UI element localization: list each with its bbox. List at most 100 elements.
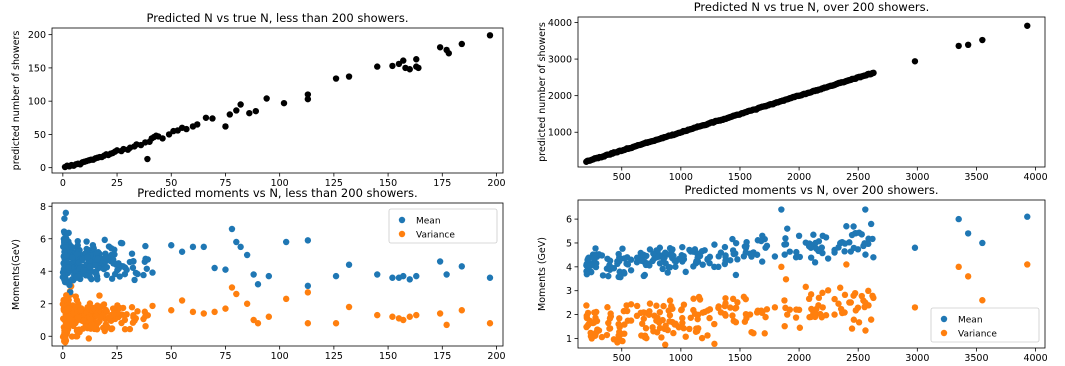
data-point-variance: [753, 309, 761, 316]
data-point-mean: [693, 258, 700, 265]
data-point-mean: [979, 239, 986, 247]
data-point-mean: [662, 249, 669, 256]
data-point-mean: [406, 276, 413, 283]
data-point-variance: [128, 304, 136, 311]
data-point-variance: [662, 322, 669, 329]
data-point-mean: [624, 261, 632, 268]
data-point-variance: [682, 333, 689, 340]
data-point-mean: [870, 254, 877, 261]
data-point-mean: [623, 254, 631, 261]
data-point-variance: [979, 297, 986, 304]
data-point: [226, 111, 233, 118]
data-point-mean: [83, 238, 90, 245]
x-tick-label: 3500: [964, 172, 988, 183]
data-point-mean: [103, 271, 111, 279]
chart-panel-moments-over-200: Predicted moments vs N, over 200 showers…: [537, 183, 1048, 364]
chart-title: Predicted N vs true N, over 200 showers.: [694, 0, 930, 14]
data-point-variance: [254, 320, 262, 327]
data-point: [252, 107, 260, 115]
data-point-variance: [819, 289, 826, 297]
data-point-variance: [761, 330, 768, 337]
data-point-mean: [90, 245, 97, 252]
data-point-variance: [400, 316, 407, 324]
data-point-mean: [94, 276, 101, 283]
data-point-variance: [784, 311, 791, 318]
data-point: [304, 95, 312, 103]
data-point-mean: [69, 253, 76, 261]
y-tick-label: 0: [40, 163, 46, 174]
data-point-mean: [132, 269, 140, 277]
data-point-mean: [662, 260, 669, 267]
data-point-variance: [911, 304, 919, 311]
data-point-mean: [690, 263, 697, 270]
data-point-variance: [795, 306, 803, 314]
data-point-variance: [633, 302, 641, 310]
data-point-mean: [94, 255, 101, 263]
data-point-mean: [621, 270, 628, 277]
data-point-variance: [819, 304, 826, 311]
data-point-variance: [670, 329, 677, 337]
data-point-mean: [304, 237, 312, 244]
data-point-variance: [656, 308, 664, 316]
data-point-mean: [698, 247, 706, 255]
data-point-variance: [964, 273, 972, 280]
data-point-variance: [822, 312, 830, 319]
data-point-mean: [61, 248, 68, 256]
data-point-mean: [114, 266, 121, 274]
data-point-mean: [60, 260, 67, 267]
data-point-variance: [815, 294, 823, 302]
data-point-mean: [646, 262, 653, 269]
data-point-variance: [103, 323, 111, 330]
data-point-mean: [795, 232, 803, 240]
data-point-variance: [84, 304, 91, 311]
legend-box: [930, 307, 1040, 343]
data-point-variance: [85, 335, 92, 342]
data-point-mean: [633, 254, 641, 261]
x-tick-label: 175: [433, 178, 451, 189]
data-point-variance: [837, 284, 844, 291]
x-tick-label: 75: [219, 178, 231, 189]
data-point-mean: [656, 260, 664, 267]
data-point-variance: [646, 308, 653, 315]
data-point: [445, 50, 452, 57]
data-point-variance: [694, 315, 701, 323]
data-point-mean: [650, 250, 657, 257]
data-point: [1024, 22, 1031, 29]
data-point-mean: [65, 264, 72, 271]
data-point: [979, 36, 986, 44]
data-point-variance: [855, 319, 863, 326]
chart-panel-n-under-200: Predicted N vs true N, less than 200 sho…: [11, 11, 506, 189]
data-point-mean: [682, 268, 689, 276]
data-point: [458, 40, 466, 48]
data-point-mean: [118, 240, 126, 247]
data-point-variance: [200, 310, 207, 317]
data-point-mean: [592, 245, 599, 252]
data-point-variance: [730, 317, 737, 325]
data-point-variance: [771, 304, 779, 311]
x-tick-label: 25: [111, 178, 123, 189]
data-point-variance: [867, 316, 875, 323]
data-point-variance: [126, 325, 134, 333]
data-point-mean: [670, 252, 677, 260]
data-point-mean: [143, 265, 151, 272]
data-point-mean: [748, 253, 755, 260]
data-point-variance: [77, 307, 84, 314]
data-point-variance: [850, 316, 858, 323]
data-point-variance: [640, 315, 647, 322]
data-point: [395, 60, 403, 68]
data-point-mean: [815, 238, 823, 245]
data-point-mean: [486, 274, 494, 281]
data-point-variance: [406, 313, 413, 320]
data-point-variance: [90, 304, 97, 312]
data-point-variance: [781, 322, 788, 330]
data-point-mean: [850, 223, 857, 230]
x-tick-label: 100: [271, 351, 289, 362]
x-tick-label: 175: [433, 351, 451, 362]
data-point-variance: [443, 321, 450, 329]
x-tick-label: 500: [613, 353, 631, 364]
data-point-variance: [858, 292, 865, 300]
data-point: [964, 41, 972, 49]
chart-panel-moments-under-200: Predicted moments vs N, less than 200 sh…: [11, 186, 506, 362]
data-point-mean: [74, 242, 81, 249]
data-point-variance: [862, 299, 869, 306]
